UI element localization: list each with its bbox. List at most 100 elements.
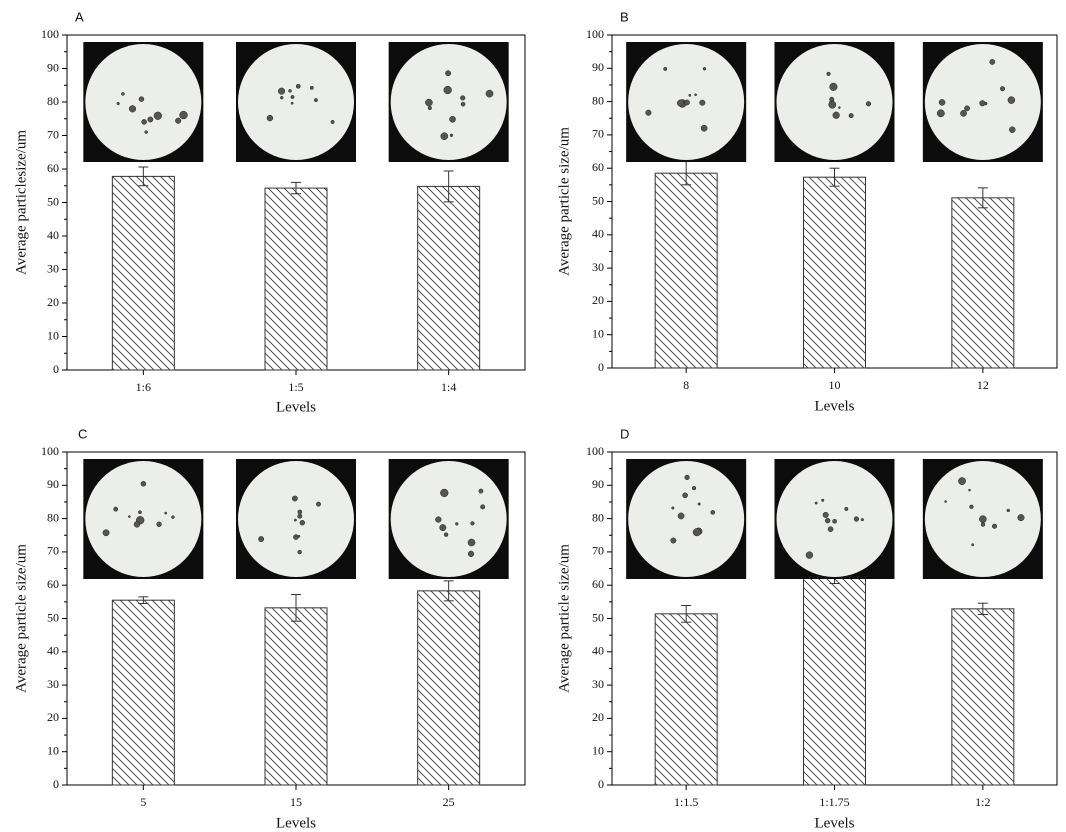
particle <box>298 535 300 537</box>
x-tick-label: 1:4 <box>441 380 456 394</box>
particle <box>471 522 475 526</box>
particle <box>121 92 124 95</box>
y-tick-label: 30 <box>592 677 604 691</box>
y-tick-label: 70 <box>47 544 59 558</box>
y-tick-label: 40 <box>592 644 604 658</box>
y-tick-label: 80 <box>47 510 59 524</box>
x-axis-title: Levels <box>276 815 316 831</box>
particle <box>479 489 483 493</box>
y-tick-label: 70 <box>592 127 604 141</box>
y-tick-label: 70 <box>47 127 59 141</box>
particle <box>444 533 448 537</box>
particle <box>815 502 817 504</box>
particle <box>821 499 824 502</box>
bar <box>952 609 1014 785</box>
y-tick-label: 50 <box>592 193 604 207</box>
particle <box>294 519 296 521</box>
y-tick-label: 50 <box>47 610 59 624</box>
particle <box>291 95 294 98</box>
x-tick-label: 1:5 <box>288 380 303 394</box>
particle <box>972 544 974 546</box>
y-tick-label: 90 <box>592 477 604 491</box>
particle <box>298 510 302 514</box>
particle <box>114 507 118 511</box>
particle <box>711 510 715 514</box>
y-tick-label: 80 <box>592 510 604 524</box>
particle <box>280 96 283 99</box>
panel-label: B <box>620 9 629 24</box>
particle <box>154 112 162 120</box>
y-tick-label: 10 <box>47 328 59 342</box>
particle <box>693 528 701 536</box>
y-tick-label: 60 <box>592 160 604 174</box>
x-axis-title: Levels <box>815 398 855 414</box>
particle <box>486 90 493 97</box>
figure: ALevelsAverage particlesize/um0102030405… <box>0 0 1066 832</box>
particle <box>449 116 455 122</box>
particle <box>866 101 871 106</box>
y-tick-label: 100 <box>41 444 59 458</box>
particle <box>316 502 320 506</box>
particle <box>171 516 174 519</box>
y-tick-label: 0 <box>53 777 59 791</box>
particle <box>175 118 181 124</box>
micrograph-field <box>238 44 354 160</box>
particle <box>689 94 691 96</box>
y-tick-label: 40 <box>47 644 59 658</box>
y-tick-label: 20 <box>592 710 604 724</box>
y-tick-label: 100 <box>586 444 604 458</box>
particle <box>827 72 831 76</box>
particle <box>678 513 684 519</box>
y-tick-label: 30 <box>592 260 604 274</box>
particle <box>980 100 986 106</box>
particle <box>1009 127 1015 133</box>
particle <box>698 503 701 506</box>
particle <box>703 67 706 70</box>
particle <box>945 500 947 502</box>
y-tick-label: 80 <box>592 93 604 107</box>
bar <box>418 186 480 370</box>
particle <box>314 98 317 101</box>
y-tick-label: 0 <box>53 362 59 376</box>
particle <box>683 493 688 498</box>
particle <box>480 505 484 509</box>
particle <box>455 522 458 525</box>
particle <box>298 550 302 554</box>
particle <box>692 486 696 490</box>
bar <box>655 173 717 368</box>
x-tick-label: 1:1.75 <box>819 795 849 809</box>
particle <box>833 519 837 523</box>
y-tick-label: 50 <box>592 610 604 624</box>
y-axis-title: Average particle size/um <box>556 544 572 693</box>
panel-label: C <box>78 426 87 441</box>
y-tick-label: 20 <box>592 293 604 307</box>
y-tick-label: 60 <box>47 161 59 175</box>
x-tick-label: 12 <box>977 378 989 392</box>
particle <box>701 125 707 131</box>
x-tick-label: 10 <box>829 378 841 392</box>
bar <box>112 176 174 370</box>
y-tick-label: 50 <box>47 194 59 208</box>
y-axis-title: Average particle size/um <box>556 127 572 276</box>
y-tick-label: 70 <box>592 544 604 558</box>
particle <box>445 71 450 76</box>
particle <box>450 134 453 137</box>
particle <box>298 514 302 518</box>
particle <box>964 106 969 111</box>
particle <box>830 83 838 91</box>
y-tick-label: 80 <box>47 94 59 108</box>
particle <box>646 110 652 116</box>
particle <box>825 518 830 523</box>
y-tick-label: 90 <box>47 60 59 74</box>
particle <box>440 524 446 530</box>
particle <box>139 97 144 102</box>
particle <box>440 489 448 497</box>
particle <box>981 523 985 527</box>
particle <box>310 86 313 89</box>
particle <box>441 133 448 140</box>
particle <box>138 511 141 514</box>
particle <box>145 131 148 134</box>
bar <box>804 575 866 785</box>
particle <box>939 99 945 105</box>
y-tick-label: 20 <box>47 295 59 309</box>
